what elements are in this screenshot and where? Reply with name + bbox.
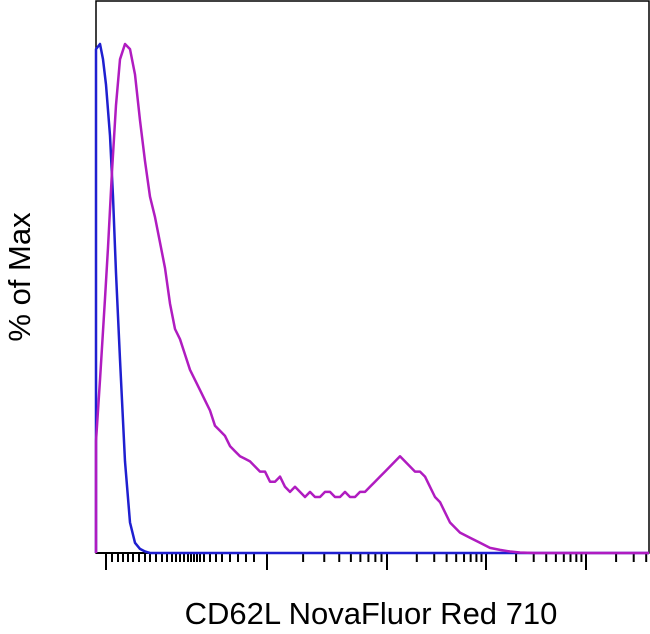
y-axis-title: % of Max — [2, 212, 37, 342]
series-layer — [94, 42, 649, 555]
plot-frame — [95, 0, 650, 554]
series-line-isotype-control — [94, 42, 649, 555]
series-line-cd62l-stained — [94, 42, 649, 555]
x-axis-title: CD62L NovaFluor Red 710 — [185, 596, 558, 631]
x-axis-ticks — [105, 554, 648, 570]
